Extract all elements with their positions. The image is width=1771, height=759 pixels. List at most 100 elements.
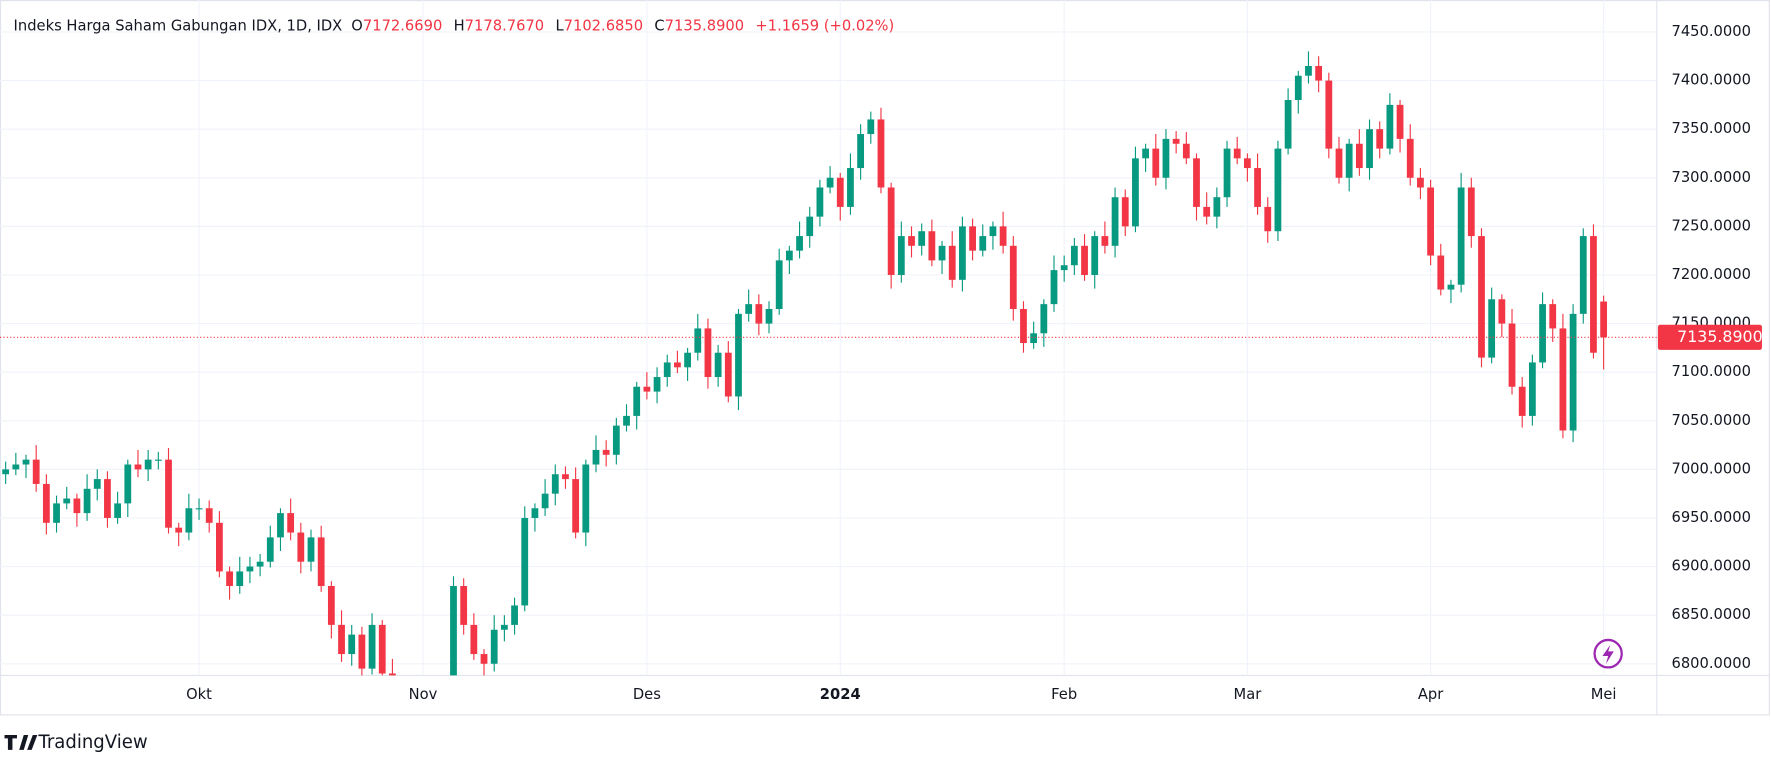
candle-body (1091, 236, 1099, 275)
candle-body (1264, 206, 1272, 232)
candle-body (562, 474, 569, 480)
candle-body (1355, 143, 1363, 169)
candle-body (897, 236, 905, 275)
candle-body (470, 624, 478, 655)
candle-body (1518, 386, 1526, 416)
candle-body (1366, 129, 1373, 169)
x-tick-label: Mei (1591, 686, 1617, 703)
candle-body (389, 673, 396, 676)
candle-body (684, 352, 691, 368)
candle-body (134, 464, 142, 470)
candle-body (694, 328, 702, 353)
candle-body (704, 328, 712, 378)
x-tick-label: Apr (1418, 686, 1444, 703)
candle-body (42, 483, 50, 523)
y-tick-label: 6950.0000 (1671, 509, 1750, 526)
candle-body (490, 629, 498, 664)
candle-body (1294, 75, 1302, 101)
candle-body (531, 508, 539, 518)
candle-body (1325, 80, 1333, 149)
candle-body (959, 226, 966, 280)
candle-body (1070, 245, 1078, 266)
x-tick-label: Okt (186, 686, 212, 703)
y-tick-label: 7100.0000 (1671, 363, 1750, 380)
candle-body (378, 624, 386, 674)
x-tick-label: Mar (1234, 686, 1263, 703)
candle-body (1396, 104, 1404, 139)
candle-body (1284, 100, 1292, 149)
ohlc-key: C (654, 17, 664, 34)
candle-body (1132, 158, 1139, 227)
candle-body (22, 459, 30, 465)
candle-body (450, 586, 457, 676)
brand-name[interactable]: TradingView (37, 732, 147, 753)
y-tick-label: 7450.0000 (1671, 23, 1750, 40)
candle-body (826, 177, 834, 188)
candle-body (297, 532, 305, 562)
brand-logo[interactable] (4, 734, 38, 750)
candle-body (32, 459, 40, 484)
candle-body (1417, 177, 1424, 188)
candle-body (348, 634, 356, 655)
candle-body (1223, 148, 1231, 198)
ohlc-value: 7135.8900 (665, 17, 744, 34)
candle-body (1050, 270, 1058, 305)
ohlc-key: L (555, 17, 564, 34)
candle-body (1142, 148, 1150, 159)
candle-body (1254, 168, 1261, 207)
axes: 6800.0000 6850.0000 6900.0000 6950.0000 7000… (186, 23, 1763, 703)
frame (0, 0, 1770, 716)
candle-body (612, 425, 620, 455)
candle-body (1274, 148, 1282, 232)
candle-body (735, 313, 742, 397)
candle-body (1182, 143, 1190, 159)
candle-body (745, 304, 753, 314)
y-tick-label: 6900.0000 (1671, 558, 1750, 575)
candle-body (1193, 158, 1200, 207)
candle-body (307, 537, 315, 562)
candle-body (317, 537, 325, 587)
candle-body (785, 250, 793, 261)
candle-body (277, 513, 284, 538)
candle-body (358, 634, 366, 669)
candle-body (1437, 255, 1445, 290)
x-tick-label: Feb (1051, 686, 1077, 703)
candle-body (165, 459, 172, 528)
candle-body (714, 352, 722, 378)
candle-body (1600, 301, 1608, 338)
candle-body (104, 479, 111, 518)
candle-body (511, 605, 518, 625)
flash-icon[interactable] (1593, 638, 1623, 669)
y-tick-label: 7200.0000 (1671, 266, 1750, 283)
candle-body (1539, 304, 1546, 363)
candle-body (765, 308, 773, 324)
candle-body (1579, 236, 1587, 314)
candle-body (1305, 65, 1312, 76)
candle-body (633, 386, 641, 416)
candle-body (989, 226, 997, 237)
y-tick-label: 7050.0000 (1671, 412, 1750, 429)
candle-body (1162, 138, 1170, 178)
candle-body (1213, 197, 1221, 217)
candle-body (1335, 148, 1343, 178)
brand[interactable]: TradingView (4, 732, 148, 753)
candle-body (592, 449, 600, 465)
candle-body (521, 517, 529, 606)
candle-body (1549, 304, 1557, 329)
candle-body (93, 479, 101, 489)
candle-body (1559, 328, 1567, 431)
candle-body (1111, 197, 1119, 246)
flash-circle[interactable] (1593, 638, 1623, 669)
y-tick-label: 7350.0000 (1671, 120, 1750, 137)
candle-body (53, 503, 60, 523)
candle-body (816, 187, 824, 217)
flash-bolt[interactable] (1602, 644, 1614, 664)
candle-body (460, 586, 468, 625)
candle-body (653, 377, 661, 392)
y-tick-label: 7400.0000 (1671, 72, 1750, 89)
candle-body (338, 624, 345, 655)
candle-body (154, 459, 162, 461)
candle-body (1172, 138, 1180, 144)
candle-body (144, 459, 152, 470)
